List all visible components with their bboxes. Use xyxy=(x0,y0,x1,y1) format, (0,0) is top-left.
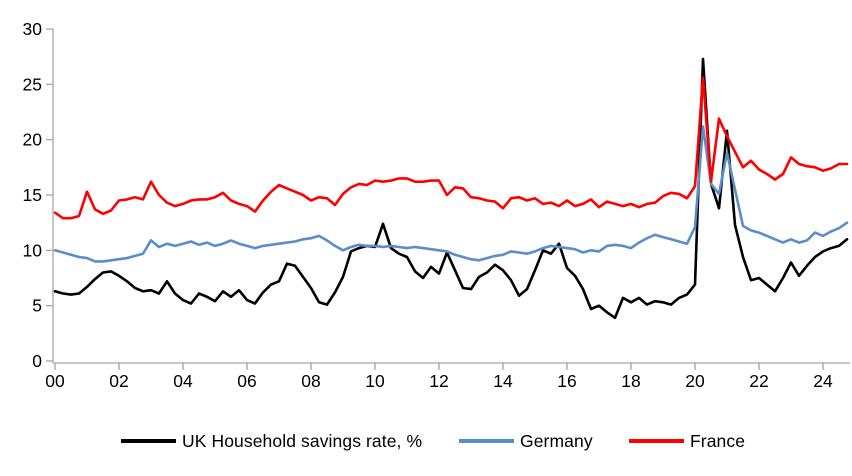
france-line-swatch xyxy=(629,439,684,443)
x-tick-label: 20 xyxy=(685,371,705,391)
x-tick-label: 04 xyxy=(173,371,193,391)
chart-legend: UK Household savings rate, % Germany Fra… xyxy=(0,429,852,453)
x-tick-label: 00 xyxy=(45,371,65,391)
x-tick-label: 02 xyxy=(109,371,128,391)
legend-item-uk: UK Household savings rate, % xyxy=(121,429,422,453)
x-tick-label: 06 xyxy=(237,371,256,391)
legend-label-germany: Germany xyxy=(520,430,593,451)
legend-item-france: France xyxy=(629,429,745,453)
x-tick-label: 14 xyxy=(493,371,513,391)
legend-label-france: France xyxy=(690,430,746,451)
france-series-line xyxy=(53,76,849,220)
uk-household-savings-rate-series-line xyxy=(53,57,849,320)
y-tick-label: 10 xyxy=(23,240,43,260)
uk-line-swatch xyxy=(121,439,176,443)
x-tick-label: 24 xyxy=(813,371,833,391)
germany-series-line xyxy=(53,125,849,263)
y-tick-label: 0 xyxy=(32,351,42,371)
legend-item-germany: Germany xyxy=(459,429,593,453)
x-tick-label: 16 xyxy=(557,371,576,391)
germany-line-swatch xyxy=(459,439,514,443)
x-tick-label: 10 xyxy=(365,371,385,391)
y-tick-label: 5 xyxy=(32,296,42,316)
x-tick-label: 12 xyxy=(429,371,448,391)
y-tick-label: 25 xyxy=(23,74,42,94)
y-tick-label: 15 xyxy=(23,185,42,205)
y-tick-label: 30 xyxy=(23,19,43,39)
x-tick-label: 08 xyxy=(301,371,320,391)
x-tick-label: 18 xyxy=(621,371,640,391)
x-tick-label: 22 xyxy=(749,371,768,391)
y-tick-label: 20 xyxy=(23,130,43,150)
legend-label-uk: UK Household savings rate, % xyxy=(182,430,423,451)
